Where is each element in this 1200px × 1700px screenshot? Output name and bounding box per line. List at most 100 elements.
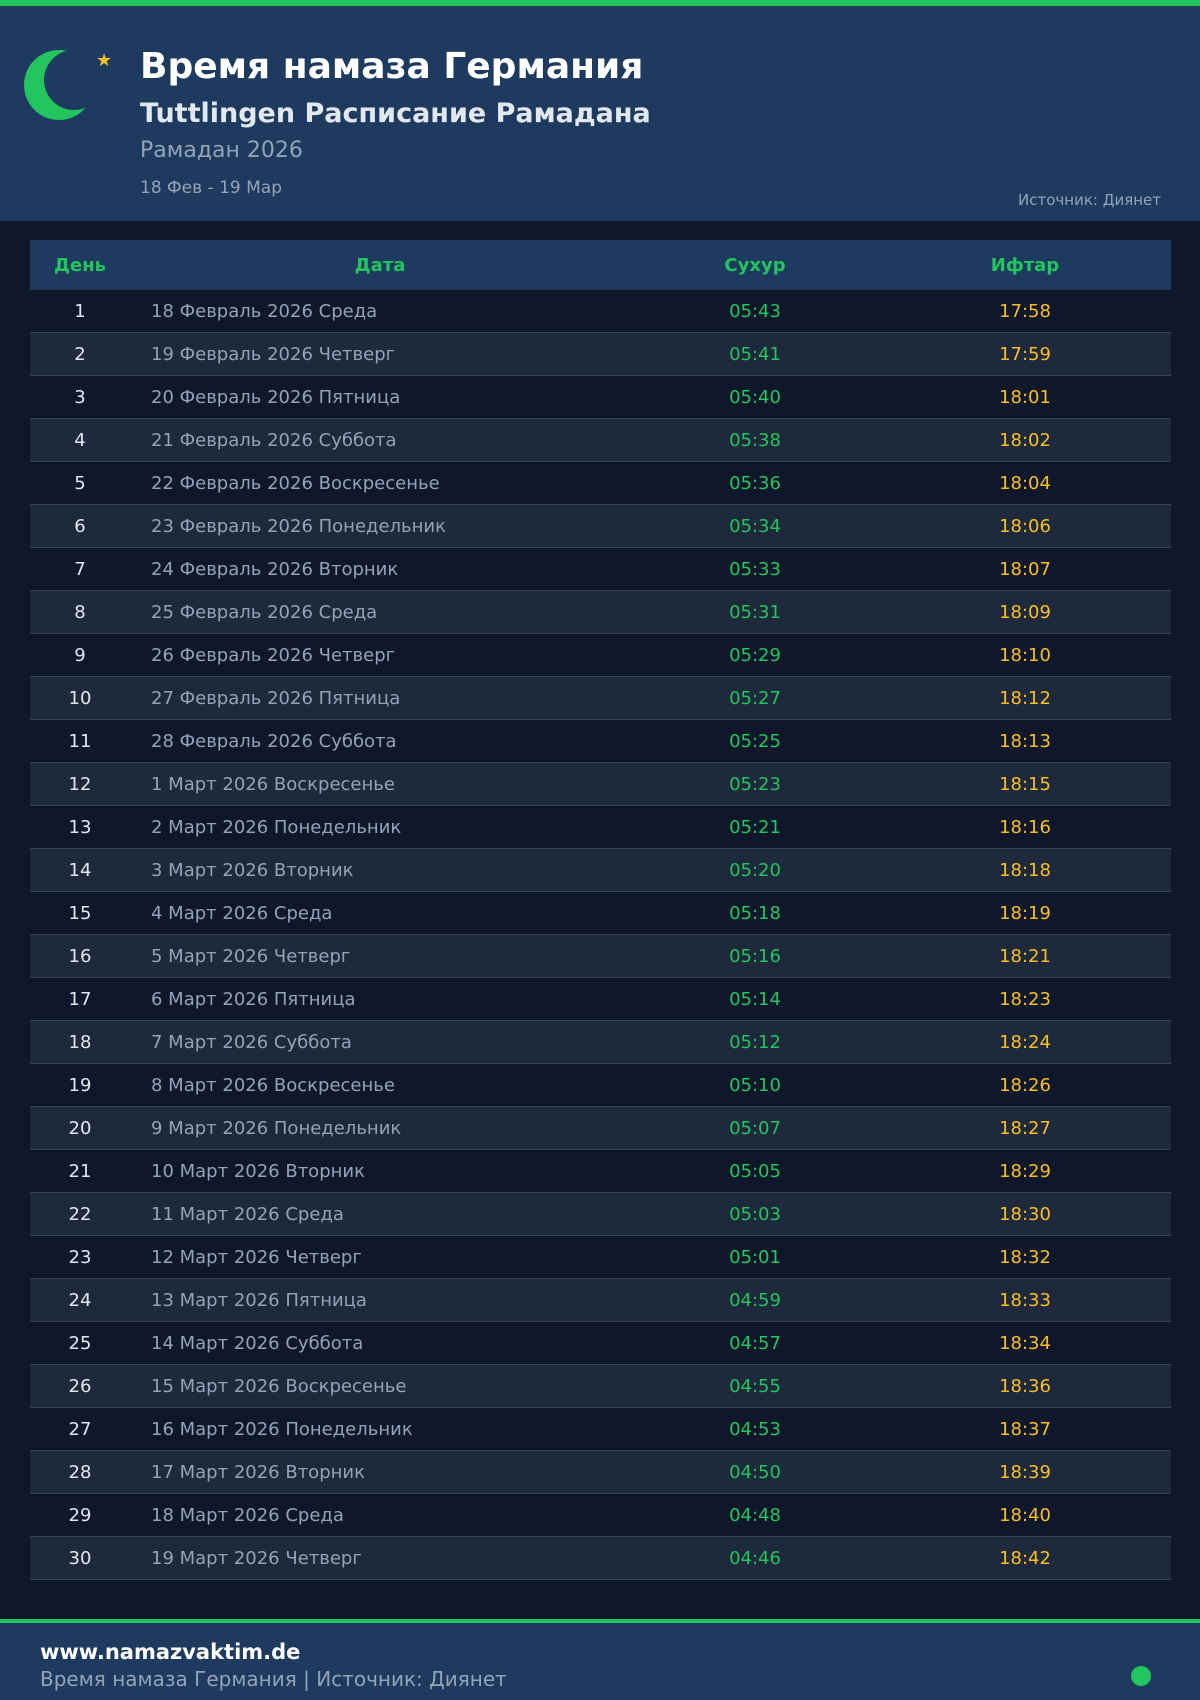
cell-suhur: 05:34 xyxy=(729,515,781,537)
cell-iftar: 18:34 xyxy=(999,1332,1051,1354)
cell-suhur: 05:05 xyxy=(729,1160,781,1182)
table-row: 2 19 Февраль 2026 Четверг 05:41 17:59 xyxy=(30,333,1171,376)
table-row: 24 13 Март 2026 Пятница 04:59 18:33 xyxy=(30,1279,1171,1322)
cell-iftar: 18:32 xyxy=(999,1246,1051,1268)
cell-day: 18 xyxy=(68,1031,92,1053)
cell-suhur: 04:57 xyxy=(729,1332,781,1354)
cell-date: 12 Март 2026 Четверг xyxy=(151,1246,362,1268)
column-header-suhur: Сухур xyxy=(724,254,786,276)
table-row: 16 5 Март 2026 Четверг 05:16 18:21 xyxy=(30,935,1171,978)
column-header-day: День xyxy=(53,254,107,276)
cell-date: 10 Март 2026 Вторник xyxy=(151,1160,365,1182)
cell-day: 1 xyxy=(74,300,86,322)
cell-iftar: 18:24 xyxy=(999,1031,1051,1053)
table-row: 11 28 Февраль 2026 Суббота 05:25 18:13 xyxy=(30,720,1171,763)
cell-day: 15 xyxy=(68,902,92,924)
cell-suhur: 04:50 xyxy=(729,1461,781,1483)
cell-iftar: 18:13 xyxy=(999,730,1051,752)
cell-iftar: 18:18 xyxy=(999,859,1051,881)
table-row: 20 9 Март 2026 Понедельник 05:07 18:27 xyxy=(30,1107,1171,1150)
cell-date: 6 Март 2026 Пятница xyxy=(151,988,356,1010)
cell-date: 24 Февраль 2026 Вторник xyxy=(151,558,399,580)
ramadan-year: Рамадан 2026 xyxy=(140,138,303,163)
cell-day: 29 xyxy=(68,1504,92,1526)
cell-date: 8 Март 2026 Воскресенье xyxy=(151,1074,395,1096)
cell-date: 14 Март 2026 Суббота xyxy=(151,1332,364,1354)
star-icon: ★ xyxy=(96,50,113,71)
cell-suhur: 05:12 xyxy=(729,1031,781,1053)
table-row: 27 16 Март 2026 Понедельник 04:53 18:37 xyxy=(30,1408,1171,1451)
cell-date: 19 Февраль 2026 Четверг xyxy=(151,343,396,365)
cell-suhur: 05:27 xyxy=(729,687,781,709)
cell-suhur: 04:46 xyxy=(729,1547,781,1569)
cell-iftar: 18:40 xyxy=(999,1504,1051,1526)
cell-suhur: 05:33 xyxy=(729,558,781,580)
cell-date: 20 Февраль 2026 Пятница xyxy=(151,386,401,408)
table-row: 21 10 Март 2026 Вторник 05:05 18:29 xyxy=(30,1150,1171,1193)
cell-date: 19 Март 2026 Четверг xyxy=(151,1547,362,1569)
cell-suhur: 05:14 xyxy=(729,988,781,1010)
cell-iftar: 18:39 xyxy=(999,1461,1051,1483)
ramadan-table: День Дата Сухур Ифтар 1 18 Февраль 2026 С… xyxy=(30,240,1171,1580)
cell-date: 22 Февраль 2026 Воскресенье xyxy=(151,472,440,494)
table-row: 1 18 Февраль 2026 Среда 05:43 17:58 xyxy=(30,290,1171,333)
cell-iftar: 18:10 xyxy=(999,644,1051,666)
cell-day: 7 xyxy=(74,558,86,580)
cell-suhur: 05:40 xyxy=(729,386,781,408)
cell-suhur: 04:48 xyxy=(729,1504,781,1526)
cell-day: 5 xyxy=(74,472,86,494)
cell-suhur: 05:07 xyxy=(729,1117,781,1139)
cell-iftar: 18:30 xyxy=(999,1203,1051,1225)
cell-date: 17 Март 2026 Вторник xyxy=(151,1461,365,1483)
cell-day: 25 xyxy=(68,1332,92,1354)
cell-date: 7 Март 2026 Суббота xyxy=(151,1031,352,1053)
cell-day: 13 xyxy=(68,816,92,838)
source-label: Источник: Диянет xyxy=(1018,191,1161,209)
cell-iftar: 18:02 xyxy=(999,429,1051,451)
table-row: 29 18 Март 2026 Среда 04:48 18:40 xyxy=(30,1494,1171,1537)
cell-day: 2 xyxy=(74,343,86,365)
table-row: 8 25 Февраль 2026 Среда 05:31 18:09 xyxy=(30,591,1171,634)
table-row: 26 15 Март 2026 Воскресенье 04:55 18:36 xyxy=(30,1365,1171,1408)
table-row: 10 27 Февраль 2026 Пятница 05:27 18:12 xyxy=(30,677,1171,720)
table-row: 15 4 Март 2026 Среда 05:18 18:19 xyxy=(30,892,1171,935)
column-header-iftar: Ифтар xyxy=(990,254,1060,276)
cell-day: 22 xyxy=(68,1203,92,1225)
footer-accent-line xyxy=(0,1619,1200,1623)
cell-date: 25 Февраль 2026 Среда xyxy=(151,601,378,623)
date-range: 18 Фев - 19 Мар xyxy=(140,178,283,198)
footer-site-link[interactable]: www.namazvaktim.de xyxy=(40,1640,301,1664)
cell-suhur: 05:31 xyxy=(729,601,781,623)
cell-iftar: 18:27 xyxy=(999,1117,1051,1139)
cell-iftar: 18:12 xyxy=(999,687,1051,709)
table-row: 25 14 Март 2026 Суббота 04:57 18:34 xyxy=(30,1322,1171,1365)
page-footer: www.namazvaktim.de Время намаза Германия… xyxy=(0,1623,1200,1700)
table-row: 23 12 Март 2026 Четверг 05:01 18:32 xyxy=(30,1236,1171,1279)
cell-suhur: 05:16 xyxy=(729,945,781,967)
table-row: 13 2 Март 2026 Понедельник 05:21 18:16 xyxy=(30,806,1171,849)
cell-date: 18 Февраль 2026 Среда xyxy=(151,300,378,322)
cell-day: 12 xyxy=(68,773,92,795)
table-row: 14 3 Март 2026 Вторник 05:20 18:18 xyxy=(30,849,1171,892)
cell-day: 14 xyxy=(68,859,92,881)
cell-date: 1 Март 2026 Воскресенье xyxy=(151,773,395,795)
table-row: 28 17 Март 2026 Вторник 04:50 18:39 xyxy=(30,1451,1171,1494)
table-row: 6 23 Февраль 2026 Понедельник 05:34 18:06 xyxy=(30,505,1171,548)
cell-day: 20 xyxy=(68,1117,92,1139)
table-row: 22 11 Март 2026 Среда 05:03 18:30 xyxy=(30,1193,1171,1236)
table-row: 9 26 Февраль 2026 Четверг 05:29 18:10 xyxy=(30,634,1171,677)
cell-day: 6 xyxy=(74,515,86,537)
cell-suhur: 05:43 xyxy=(729,300,781,322)
cell-iftar: 18:26 xyxy=(999,1074,1051,1096)
cell-date: 27 Февраль 2026 Пятница xyxy=(151,687,401,709)
cell-suhur: 05:18 xyxy=(729,902,781,924)
table-row: 3 20 Февраль 2026 Пятница 05:40 18:01 xyxy=(30,376,1171,419)
cell-suhur: 05:36 xyxy=(729,472,781,494)
cell-suhur: 05:20 xyxy=(729,859,781,881)
table-row: 18 7 Март 2026 Суббота 05:12 18:24 xyxy=(30,1021,1171,1064)
cell-day: 27 xyxy=(68,1418,92,1440)
cell-date: 21 Февраль 2026 Суббота xyxy=(151,429,397,451)
cell-suhur: 05:25 xyxy=(729,730,781,752)
cell-iftar: 18:37 xyxy=(999,1418,1051,1440)
cell-day: 30 xyxy=(68,1547,92,1569)
